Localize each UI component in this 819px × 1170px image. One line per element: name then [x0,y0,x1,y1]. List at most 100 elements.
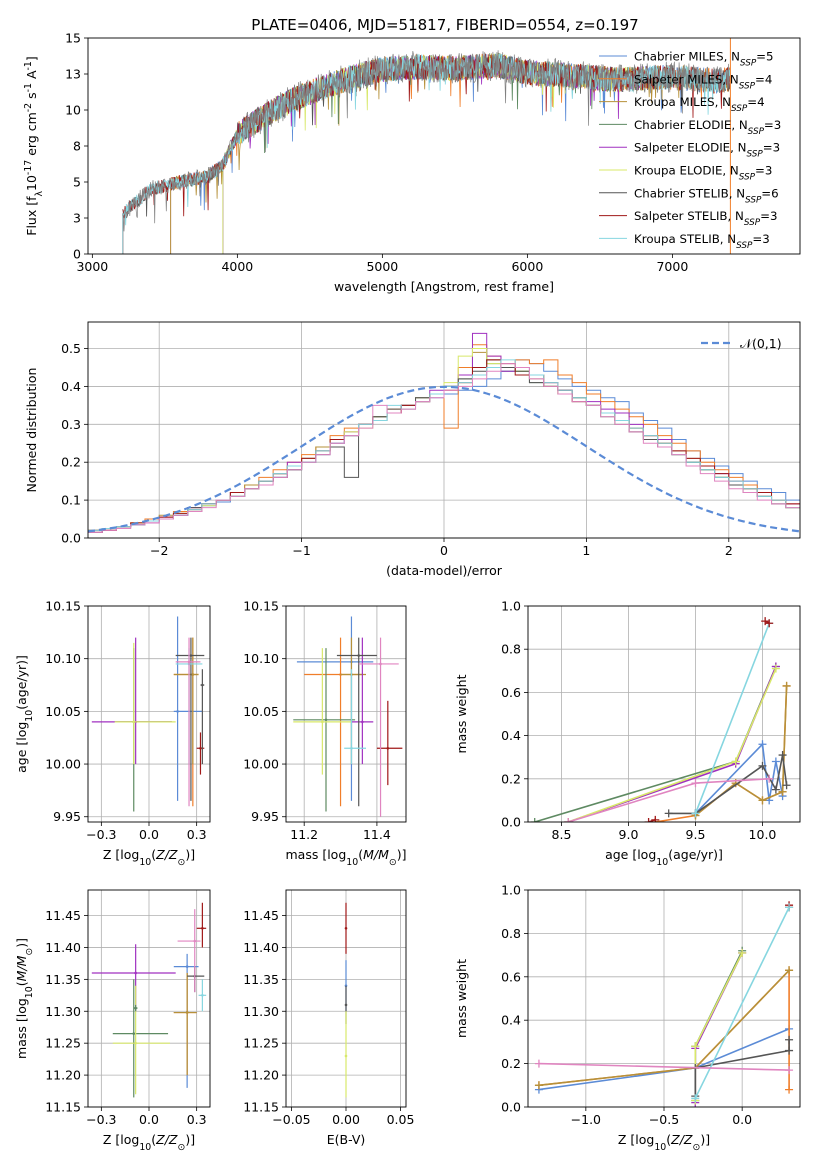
y-tick-label: 11.20 [243,1068,279,1083]
weight-marker [758,740,767,749]
data-point [350,746,353,750]
weight-marker [765,774,774,783]
y-tick-label: 0.6 [501,685,521,700]
data-point [357,654,361,657]
weight-line [534,666,777,822]
legend-label: Chabrier STELIB, NSSP=6 [634,186,779,205]
weight-marker [771,785,780,794]
y-tick-label: 0.2 [501,1056,521,1071]
y-tick-label: 0.4 [61,379,81,394]
axes-frame [87,37,801,255]
y-tick-label: 10.15 [243,599,279,614]
x-axis-label: age [log10(age/yr)] [605,847,723,868]
panel-weight_vs_Z: −1.0 −0.5 0.0 0.0 0.2 0.4 0.6 0.8 1.0 Z [log10(Z/… [454,883,801,1153]
panel-spectrum: 3000 4000 5000 6000 7000 0 3 5 8 10 13 15 wavelength… [23,31,801,294]
x-axis-label: wavelength [Angstrom, rest frame] [334,279,554,294]
y-tick-label: 0 [73,247,81,262]
data-point [134,1006,137,1010]
weight-marker [691,1094,700,1103]
y-tick-label: 11.25 [243,1036,279,1051]
weight-marker [530,818,539,822]
y-tick-label: 9.95 [251,809,279,824]
weight-marker [731,757,740,766]
x-tick-label: −0.5 [649,1112,679,1127]
x-tick-label: 1 [582,543,590,558]
weight-marker [534,1081,543,1090]
weight-marker [782,781,791,790]
legend-label: Kroupa ELODIE, NSSP=3 [634,164,772,183]
data-point [324,718,328,722]
y-tick-label: 5 [73,175,81,190]
y-axis-label: mass weight [454,674,469,753]
y-tick-label: 10 [65,103,81,118]
y-tick-label: 0.3 [61,417,81,432]
y-tick-label: 10.10 [243,651,279,666]
weight-line [694,952,743,1103]
data-point [386,746,390,750]
plot-area [88,332,800,533]
y-tick-label: 11.45 [243,908,279,923]
normal-curve [88,385,800,533]
weight-marker [651,815,660,822]
x-tick-label: 9.5 [686,827,706,842]
data-point [321,720,324,724]
x-tick-label: 0.3 [187,827,207,842]
data-point [199,746,202,750]
y-tick-label: 1.0 [501,599,521,614]
y-tick-label: 0.4 [501,1013,521,1028]
y-tick-label: 1.0 [501,883,521,898]
y-tick-label: 0.6 [501,969,521,984]
data-point [176,710,179,713]
y-tick-label: 0.2 [61,455,81,470]
x-axis-label: Z [log10(Z/Z⊙)] [103,847,195,868]
legend-label: Salpeter STELIB, NSSP=3 [634,209,777,228]
data-point [193,939,197,943]
y-axis-label: Flux [fλ10-17 erg cm-2 s-1 A-1] [23,56,45,235]
y-axis-label: age [log10(age/yr)] [14,655,35,773]
y-tick-label: 11.35 [243,972,279,987]
data-point [344,1003,348,1007]
plot-area [534,901,794,1107]
y-tick-label: 11.30 [243,1004,279,1019]
y-tick-label: 11.40 [243,940,279,955]
y-tick-label: 11.40 [45,940,81,955]
legend-label: Kroupa STELIB, NSSP=3 [634,232,770,251]
x-tick-label: −1 [292,543,310,558]
weight-marker [564,818,573,822]
panel-residuals: −2 −1 0 1 2 0.0 0.1 0.2 0.3 0.4 0.5 (data-model)/er… [24,321,801,578]
x-tick-label: −0.05 [272,1112,310,1127]
y-tick-label: 10.00 [243,757,279,772]
plot-area [91,902,207,1098]
y-tick-label: 0.0 [61,531,81,546]
weight-marker [691,1042,700,1051]
x-tick-label: 10.0 [749,827,777,842]
legend-label: 𝒩(0,1) [740,336,782,351]
y-tick-label: 11.15 [45,1100,81,1115]
weight-marker [782,681,791,690]
x-tick-label: 0.0 [732,1112,752,1127]
y-tick-label: 11.25 [45,1036,81,1051]
y-tick-label: 15 [65,31,81,46]
weight-marker [785,1035,794,1044]
y-tick-label: 10.05 [45,704,81,719]
legend-label: Chabrier MILES, NSSP=5 [634,50,774,69]
data-point [344,1054,348,1058]
plot-area [293,616,403,817]
x-tick-label: 0.0 [139,1112,159,1127]
x-tick-label: 8.5 [552,827,572,842]
weight-marker [778,751,787,760]
weight-line [567,666,777,822]
x-tick-label: 0.0 [139,827,159,842]
residual-histogram [88,363,800,533]
y-tick-label: 0.0 [501,815,521,830]
axes-frame [285,605,407,823]
axes-frame [87,321,801,539]
weight-line [694,907,790,1099]
weight-marker [778,787,787,796]
data-point [191,673,195,676]
y-tick-label: 11.45 [45,908,81,923]
x-tick-label: −0.3 [86,827,116,842]
x-tick-label: 6000 [511,259,543,274]
weight-marker [534,1059,543,1068]
